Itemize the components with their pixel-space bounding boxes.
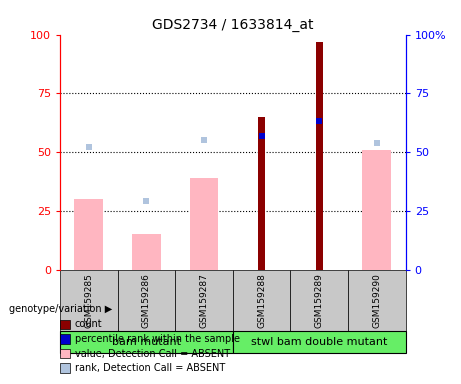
Bar	[258, 117, 265, 270]
Bar	[316, 41, 323, 270]
Bar	[362, 150, 391, 270]
Text: GSM159287: GSM159287	[200, 273, 208, 328]
Text: GSM159285: GSM159285	[84, 273, 93, 328]
Bar	[348, 270, 406, 331]
Text: percentile rank within the sample: percentile rank within the sample	[75, 334, 240, 344]
Text: GSM159286: GSM159286	[142, 273, 151, 328]
Text: GSM159290: GSM159290	[372, 273, 381, 328]
Text: genotype/variation ▶: genotype/variation ▶	[9, 304, 112, 314]
Bar	[60, 331, 233, 353]
Bar	[132, 234, 161, 270]
Bar	[233, 331, 406, 353]
Text: rank, Detection Call = ABSENT: rank, Detection Call = ABSENT	[75, 363, 225, 373]
Bar	[175, 270, 233, 331]
Bar	[233, 270, 290, 331]
Bar	[74, 199, 103, 270]
Text: stwl bam double mutant: stwl bam double mutant	[251, 337, 387, 347]
Text: GSM159288: GSM159288	[257, 273, 266, 328]
Text: bam mutant: bam mutant	[112, 337, 181, 347]
Bar	[60, 270, 118, 331]
Bar	[118, 270, 175, 331]
Bar	[189, 178, 219, 270]
Title: GDS2734 / 1633814_at: GDS2734 / 1633814_at	[152, 18, 313, 32]
Text: GSM159289: GSM159289	[315, 273, 324, 328]
Bar	[290, 270, 348, 331]
Text: value, Detection Call = ABSENT: value, Detection Call = ABSENT	[75, 349, 230, 359]
Text: count: count	[75, 319, 102, 329]
